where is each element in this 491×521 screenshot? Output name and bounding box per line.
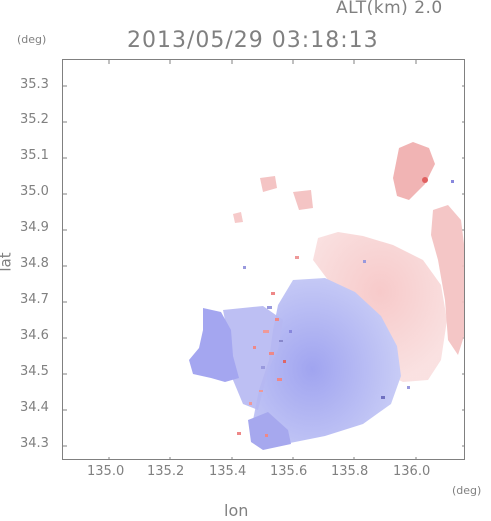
radar-map-plot (62, 59, 465, 460)
lat-tick: 35.0 (20, 184, 49, 199)
lat-tick: 34.4 (20, 400, 49, 415)
lon-tick: 135.4 (209, 464, 247, 479)
lat-tick: 34.7 (20, 292, 49, 307)
lon-tick: 136.0 (393, 464, 431, 479)
lon-tick: 135.6 (270, 464, 308, 479)
lat-tick: 34.6 (20, 328, 49, 343)
lat-tick: 35.1 (20, 148, 49, 163)
lat-tick: 34.5 (20, 364, 49, 379)
x-unit-label: (deg) (452, 484, 482, 497)
y-axis-label: lat (0, 252, 15, 272)
lon-tick: 135.2 (147, 464, 185, 479)
datetime-title: 2013/05/29 03:18:13 (127, 28, 379, 53)
lat-tick: 35.2 (20, 112, 49, 127)
lat-tick: 35.3 (20, 77, 49, 92)
lon-tick: 135.8 (331, 464, 369, 479)
noise-speckles (237, 180, 454, 437)
x-axis-label: lon (224, 501, 249, 520)
lat-tick: 34.3 (20, 436, 49, 451)
altitude-label: ALT(km) 2.0 (336, 0, 443, 18)
y-unit-label: (deg) (17, 33, 47, 46)
lon-tick: 135.0 (87, 464, 125, 479)
lat-tick: 34.9 (20, 220, 49, 235)
velocity-field (63, 60, 464, 459)
lat-tick: 34.8 (20, 256, 49, 271)
